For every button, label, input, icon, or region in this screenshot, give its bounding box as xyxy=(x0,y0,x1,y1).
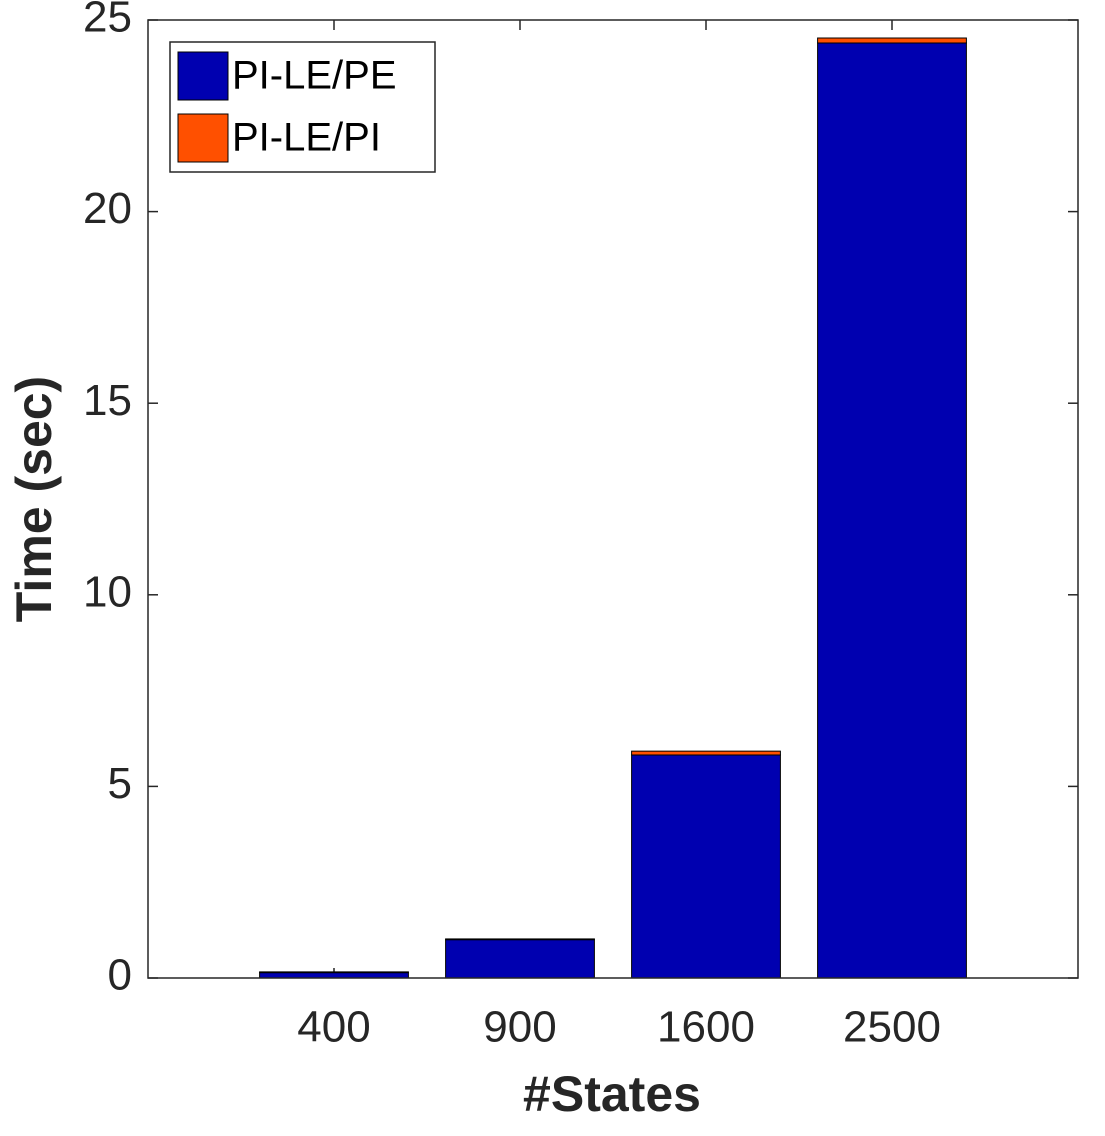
x-tick-label: 2500 xyxy=(843,1003,941,1052)
x-tick-label: 400 xyxy=(297,1003,370,1052)
bar-segment xyxy=(631,750,781,756)
x-tick-label: 900 xyxy=(483,1003,556,1052)
y-tick-label: 15 xyxy=(83,376,132,425)
bar-segment xyxy=(445,938,595,941)
bar-segment xyxy=(259,972,409,979)
y-tick-label: 0 xyxy=(108,951,132,1000)
legend-label: PI-LE/PE xyxy=(232,54,397,98)
y-axis-label: Time (sec) xyxy=(6,376,62,622)
plot-frame xyxy=(147,19,1079,979)
legend-swatch xyxy=(177,51,229,101)
bar-segment xyxy=(817,37,967,44)
y-tick-label: 20 xyxy=(83,184,132,233)
x-axis-label: #States xyxy=(523,1066,701,1122)
y-tick-label: 5 xyxy=(108,759,132,808)
bar-segment xyxy=(259,971,409,974)
bar-segment xyxy=(445,939,595,979)
bar-segment xyxy=(631,754,781,979)
legend-swatch xyxy=(177,113,229,163)
bar-segment xyxy=(817,42,967,979)
y-tick-label: 10 xyxy=(83,567,132,616)
x-tick-label: 1600 xyxy=(657,1003,755,1052)
y-tick-label: 25 xyxy=(83,0,132,42)
legend-label: PI-LE/PI xyxy=(232,116,381,160)
